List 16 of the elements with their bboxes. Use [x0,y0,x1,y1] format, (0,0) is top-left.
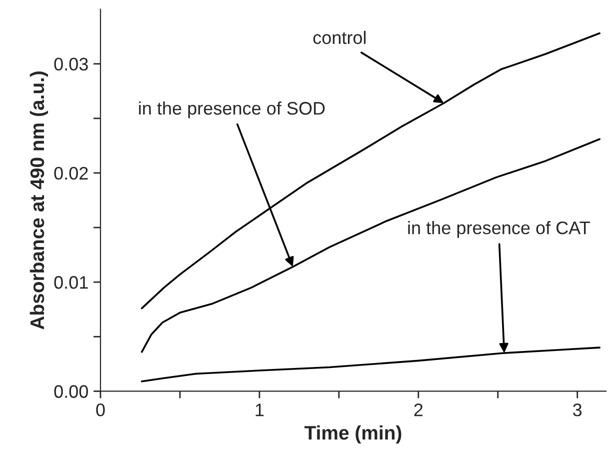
x-tick-label: 2 [414,404,423,416]
y-tick-label: 0.02 [54,166,88,180]
x-tick-label: 1 [256,404,264,416]
annotation: in the presence of SOD [139,101,325,118]
line-series [140,32,600,310]
y-axis-title: Absorbance at 490 nm (a.u.) [30,72,48,330]
annotation: in the presence of CAT [408,221,590,238]
line-series [140,138,600,353]
y-tick-label: 0.01 [54,276,88,289]
x-tick-label: 0 [96,404,105,416]
annotation: control [313,30,366,44]
x-axis-title: Time (min) [304,425,402,444]
text: 0.00 [54,385,88,398]
line-series [140,346,600,382]
x-tick-label: 3 [573,404,582,416]
y-tick-label: 0.03 [54,58,88,71]
